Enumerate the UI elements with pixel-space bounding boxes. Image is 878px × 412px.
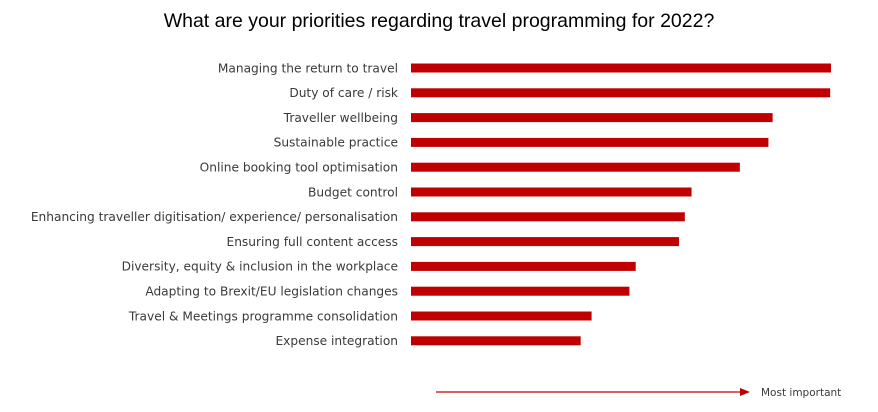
arrow-label: Most important (761, 387, 841, 399)
bar-8 (411, 237, 679, 247)
bar-5 (411, 162, 740, 172)
category-label: Expense integration (275, 334, 398, 348)
category-label: Duty of care / risk (289, 86, 399, 100)
category-label: Travel & Meetings programme consolidatio… (128, 309, 398, 323)
category-label: Online booking tool optimisation (200, 161, 398, 175)
bar-7 (411, 212, 685, 222)
category-label: Ensuring full content access (227, 235, 399, 249)
category-label: Enhancing traveller digitisation/ experi… (31, 210, 398, 224)
bars-group (411, 63, 831, 346)
category-label: Sustainable practice (274, 136, 398, 150)
bar-9 (411, 261, 636, 271)
bar-11 (411, 311, 592, 321)
bar-10 (411, 286, 630, 296)
category-label: Managing the return to travel (218, 61, 398, 75)
chart-title: What are your priorities regarding trave… (163, 10, 715, 32)
category-label: Diversity, equity & inclusion in the wor… (122, 260, 398, 274)
category-labels: Managing the return to travel Duty of car… (31, 61, 399, 348)
bar-3 (411, 113, 773, 123)
bar-1 (411, 63, 831, 73)
category-label: Adapting to Brexit/EU legislation change… (145, 285, 398, 299)
bar-6 (411, 187, 692, 197)
bar-12 (411, 336, 581, 346)
category-label: Traveller wellbeing (283, 111, 398, 125)
category-label: Budget control (308, 185, 398, 199)
bar-4 (411, 137, 769, 147)
bar-2 (411, 88, 831, 98)
arrow-head-icon (740, 388, 750, 396)
importance-arrow: Most important (436, 387, 841, 399)
